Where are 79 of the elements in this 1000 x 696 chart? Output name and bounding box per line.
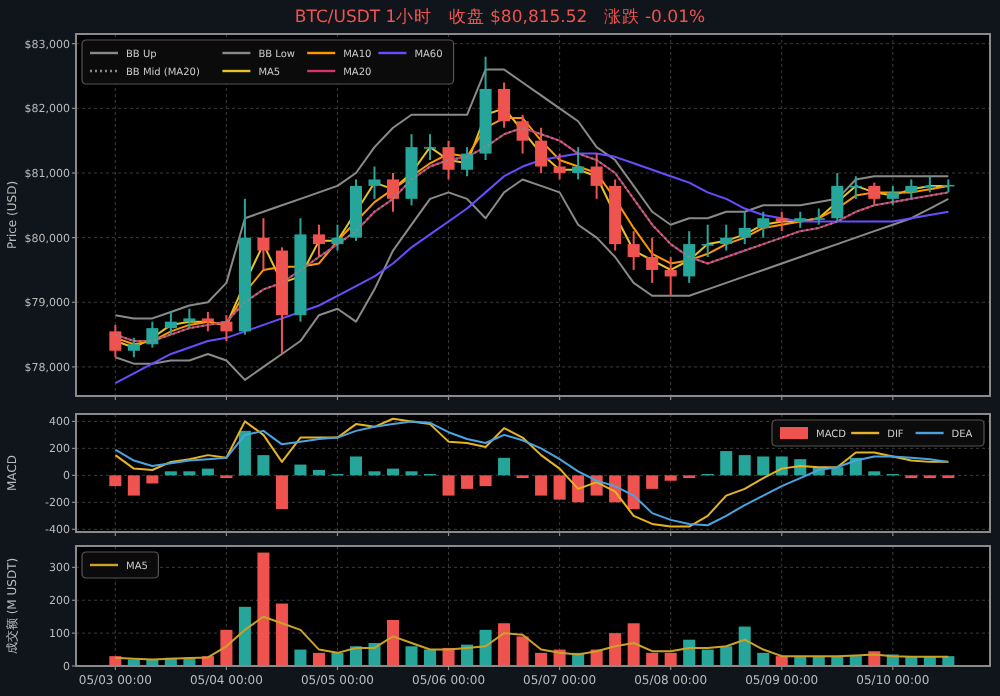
- candlestick: [664, 256, 677, 297]
- bar: [498, 457, 511, 476]
- candlestick: [109, 323, 122, 359]
- candlestick: [461, 146, 474, 178]
- candlestick: [738, 210, 751, 246]
- candlestick: [572, 146, 585, 181]
- candlestick: [183, 307, 196, 330]
- bar: [664, 652, 677, 666]
- candlestick: [868, 181, 881, 207]
- bar: [386, 619, 400, 666]
- bar: [257, 552, 270, 666]
- bar: [294, 464, 307, 476]
- bar: [479, 475, 492, 487]
- candlestick: [146, 320, 159, 349]
- bar: [516, 636, 529, 666]
- bar: [664, 475, 677, 481]
- bar: [275, 475, 288, 510]
- bar: [238, 606, 251, 666]
- candlestick: [201, 310, 214, 333]
- candlestick: [886, 184, 899, 207]
- bar: [757, 456, 770, 476]
- candlestick: [442, 139, 455, 181]
- bar: [720, 646, 733, 666]
- bar: [646, 475, 659, 489]
- candlestick: [257, 217, 270, 271]
- bar: [646, 652, 659, 666]
- candlestick: [590, 152, 603, 200]
- candlestick: [424, 133, 437, 162]
- bar: [442, 475, 455, 496]
- bar: [498, 623, 511, 666]
- candlestick: [720, 223, 733, 252]
- bar: [627, 475, 640, 510]
- bar: [479, 629, 492, 666]
- bar: [275, 603, 288, 666]
- bar: [701, 649, 714, 666]
- candlestick: [701, 223, 714, 259]
- bar: [349, 456, 362, 476]
- bar: [720, 451, 733, 476]
- bar: [609, 633, 622, 666]
- candlestick: [368, 165, 381, 200]
- chart-title: BTC/USDT 1小时 收盘 $80,815.52 涨跌 -0.01%: [294, 6, 706, 28]
- bar: [109, 475, 122, 487]
- candlestick: [775, 210, 788, 233]
- bar: [738, 455, 751, 476]
- bar: [405, 646, 418, 666]
- line-series: [114, 615, 950, 661]
- line-series: [114, 68, 950, 320]
- candlestick: [220, 314, 233, 343]
- candlestick: [553, 152, 566, 181]
- candlestick: [516, 113, 529, 155]
- candlestick: [386, 171, 400, 213]
- bar: [312, 652, 325, 666]
- bar: [553, 475, 566, 500]
- candlestick: [535, 126, 548, 174]
- candlestick: [646, 236, 659, 284]
- candlestick: [627, 230, 640, 271]
- bar: [535, 652, 548, 666]
- candlestick: [498, 81, 511, 129]
- bar: [368, 642, 381, 666]
- candlestick: [683, 230, 696, 284]
- candlestick: [164, 310, 177, 336]
- bar: [738, 626, 751, 666]
- candlestick: [757, 210, 770, 239]
- bar: [146, 475, 159, 484]
- candlestick: [905, 178, 918, 200]
- bar: [238, 430, 251, 476]
- bar: [627, 623, 640, 666]
- bar: [757, 652, 770, 666]
- candlestick: [831, 171, 844, 223]
- bar: [461, 475, 474, 489]
- bar: [127, 475, 140, 496]
- candlestick: [312, 223, 325, 259]
- bar: [312, 469, 325, 476]
- candlestick: [127, 336, 140, 359]
- bar: [257, 455, 270, 476]
- candlestick: [849, 175, 862, 200]
- bar: [535, 475, 548, 496]
- bar: [572, 475, 585, 503]
- bar: [294, 649, 307, 666]
